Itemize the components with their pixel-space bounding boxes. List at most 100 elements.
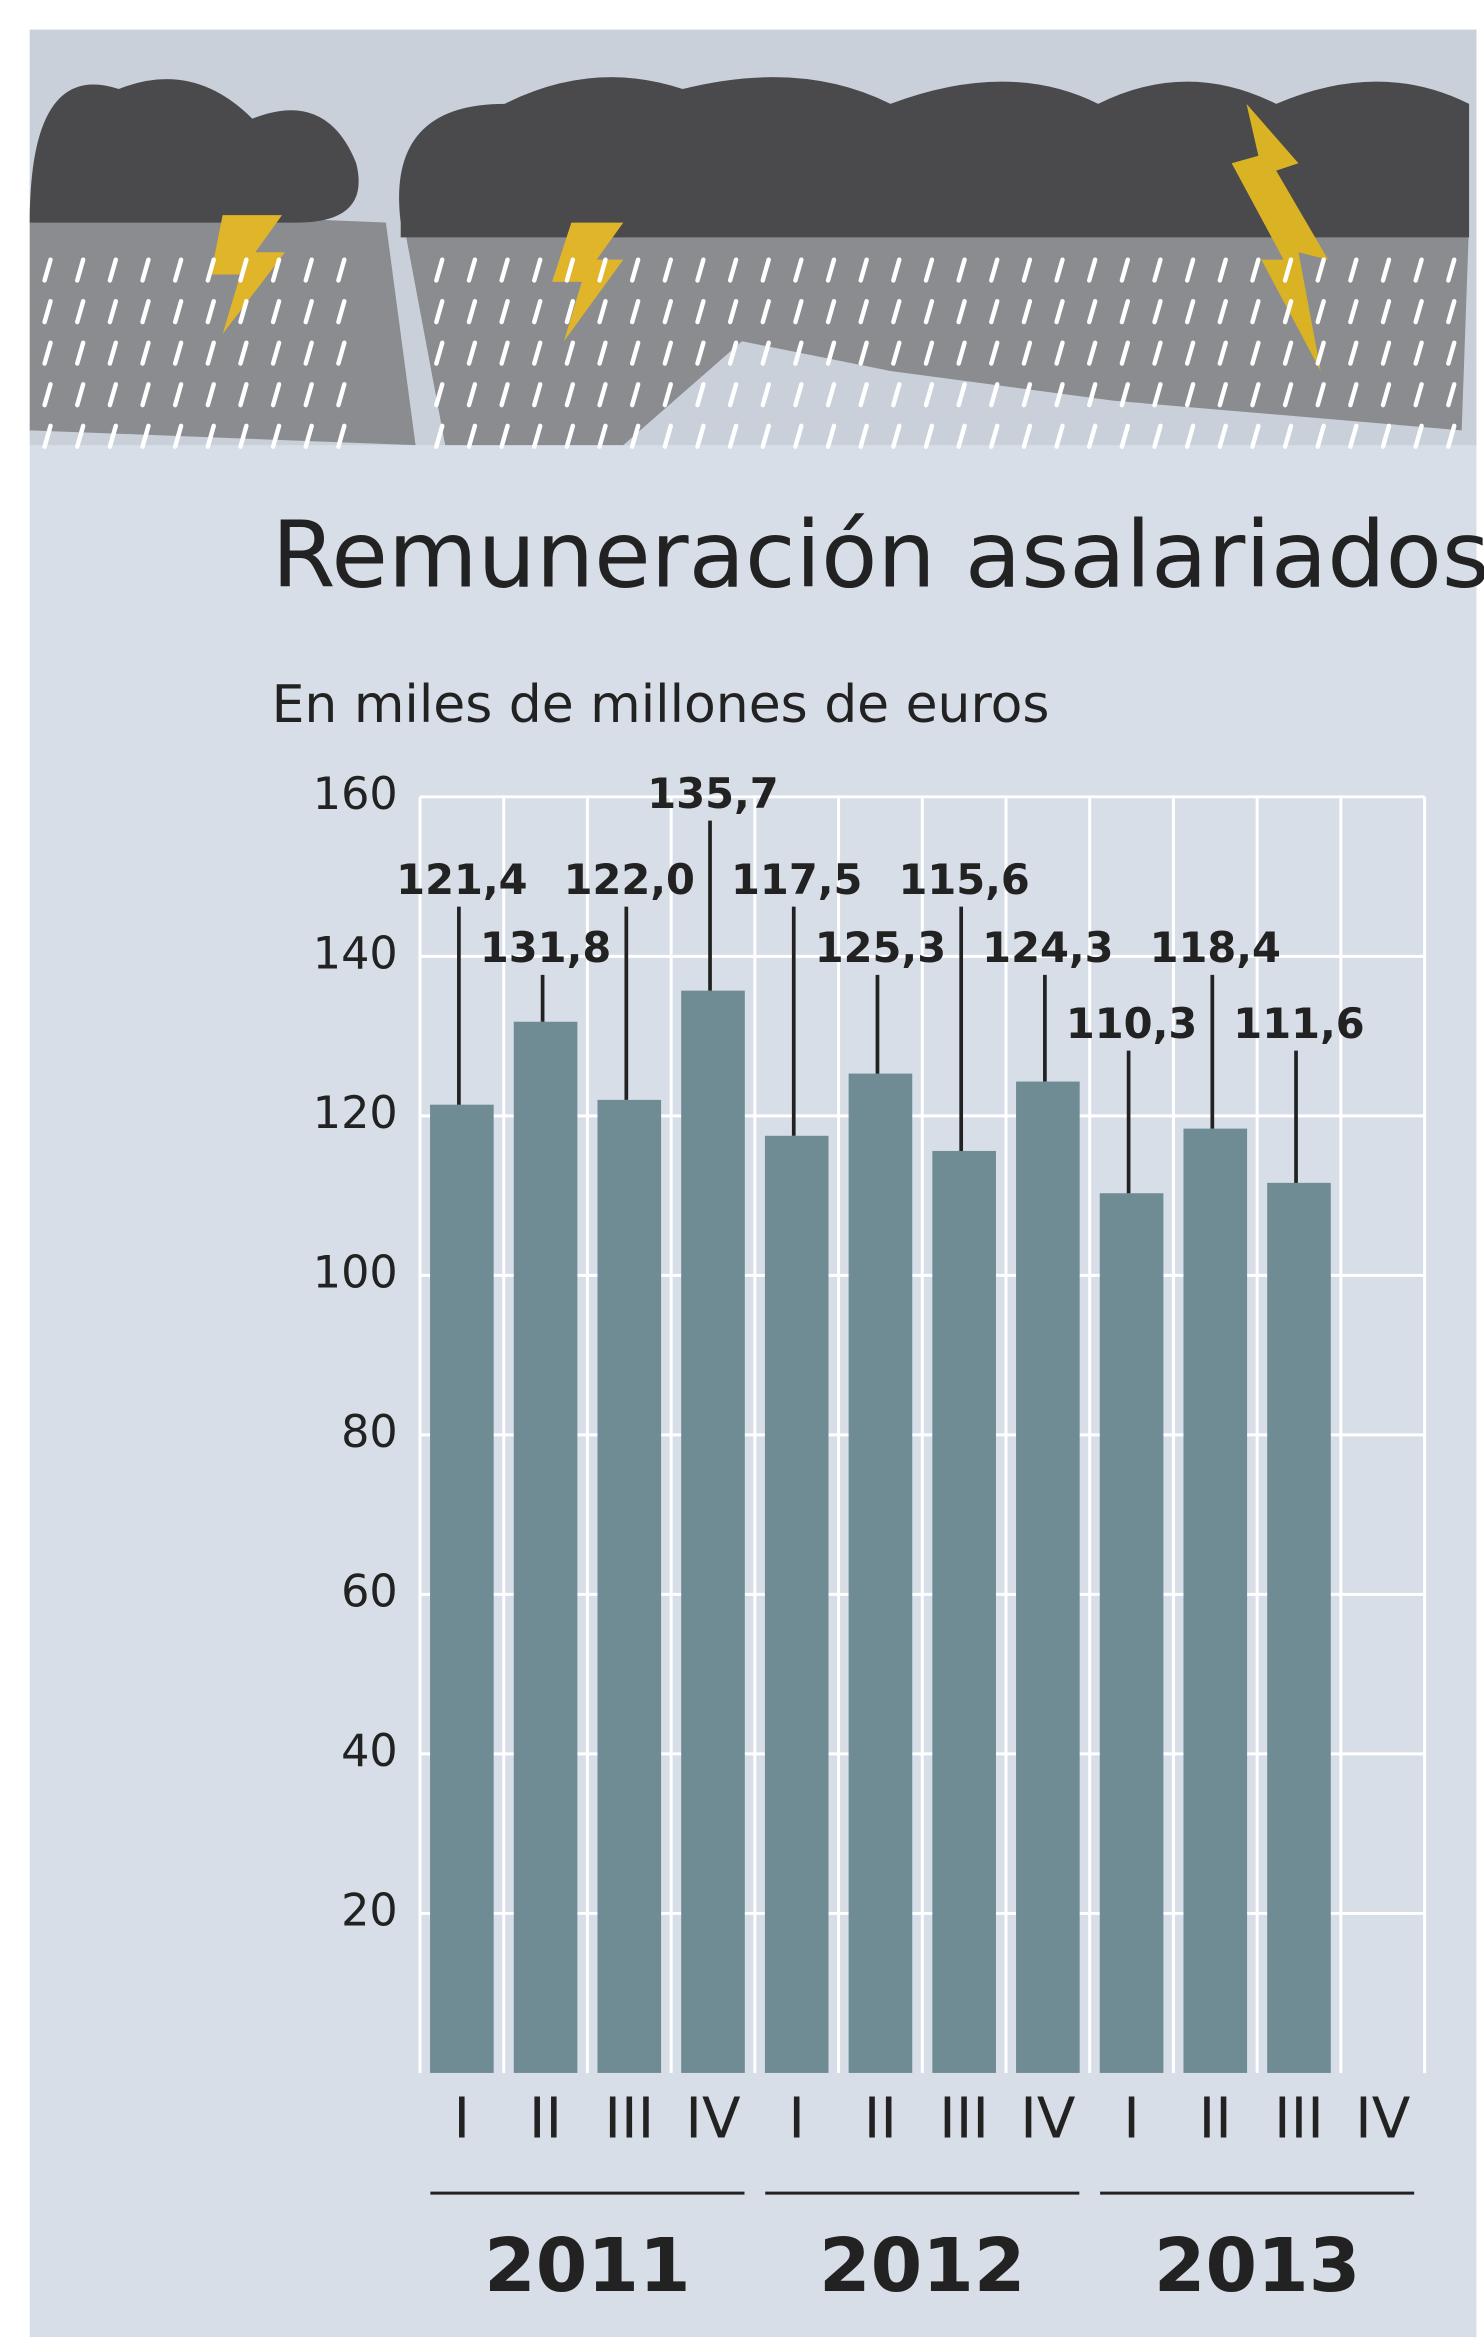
rain	[564, 382, 576, 408]
rain	[75, 423, 86, 449]
rain	[695, 423, 706, 449]
x-tick-label: IV	[685, 2087, 741, 2152]
rain	[956, 423, 967, 449]
rain	[1315, 382, 1326, 408]
rain	[1282, 298, 1294, 325]
rain	[205, 423, 216, 449]
rain	[629, 257, 641, 283]
rain	[760, 340, 771, 366]
rain	[956, 340, 967, 366]
rain	[629, 423, 641, 449]
rain	[532, 257, 543, 283]
rain	[172, 340, 184, 366]
rain	[499, 423, 510, 449]
bar	[1016, 1081, 1080, 2073]
bar	[1183, 1128, 1248, 2073]
rain	[597, 257, 608, 283]
cloud	[29, 79, 359, 223]
rain	[172, 257, 184, 283]
rain	[662, 382, 674, 408]
x-tick-label: IV	[1020, 2087, 1076, 2152]
rain	[1413, 340, 1424, 366]
rain	[140, 423, 151, 449]
rain	[434, 423, 445, 449]
rain	[1250, 340, 1261, 366]
rain	[1282, 423, 1294, 449]
rain	[466, 298, 478, 325]
rain	[891, 423, 902, 449]
rain	[1021, 340, 1033, 366]
rain	[205, 340, 216, 366]
rain	[270, 423, 282, 449]
value-label: 131,8	[480, 923, 611, 972]
rain	[1315, 340, 1326, 366]
rain	[270, 298, 282, 325]
value-label: 135,7	[647, 769, 778, 818]
bar	[932, 1150, 996, 2073]
rain	[172, 298, 184, 325]
rain	[499, 340, 510, 366]
rain	[793, 423, 804, 449]
y-tick-label: 160	[313, 769, 398, 820]
rain	[532, 382, 543, 408]
rain	[727, 257, 739, 283]
rain	[989, 257, 1000, 283]
bar	[1267, 1182, 1331, 2073]
value-label: 118,4	[1150, 923, 1281, 972]
rain	[1119, 257, 1131, 283]
rain	[1446, 298, 1457, 325]
lightning	[1231, 103, 1329, 371]
rain	[597, 423, 608, 449]
rain	[107, 257, 119, 283]
storm-header	[29, 29, 1477, 449]
rain	[597, 340, 608, 366]
rain	[793, 382, 804, 408]
x-tick-label: I	[454, 2087, 471, 2152]
rain	[1086, 423, 1098, 449]
rain	[107, 382, 119, 408]
rain	[303, 423, 314, 449]
rain	[1380, 257, 1392, 283]
rain	[205, 257, 216, 283]
rain	[532, 298, 543, 325]
rain	[956, 298, 967, 325]
rain	[532, 340, 543, 366]
rain	[1184, 423, 1196, 449]
rain	[270, 340, 282, 366]
rain	[1152, 340, 1163, 366]
rain	[1184, 257, 1196, 283]
rain	[1348, 298, 1359, 325]
rain	[1250, 423, 1261, 449]
rain	[42, 257, 53, 283]
bar	[1099, 1193, 1164, 2073]
rain	[1152, 257, 1163, 283]
rain	[336, 298, 347, 325]
year-label: 2013	[1154, 2223, 1360, 2309]
rain	[1152, 382, 1163, 408]
rain	[1086, 340, 1098, 366]
rain	[172, 382, 184, 408]
rain	[825, 382, 837, 408]
rain	[825, 257, 837, 283]
bar	[681, 990, 745, 2073]
rain	[140, 257, 151, 283]
value-label: 115,6	[898, 855, 1029, 904]
value-label: 125,3	[815, 923, 946, 972]
y-tick-label: 40	[341, 1726, 398, 1777]
rain	[858, 257, 869, 283]
rain	[1348, 382, 1359, 408]
rain	[1413, 257, 1424, 283]
rain	[858, 382, 869, 408]
x-tick-label: III	[939, 2087, 989, 2152]
x-tick-label: III	[604, 2087, 654, 2152]
rain	[140, 340, 151, 366]
rain	[1086, 382, 1098, 408]
rain	[858, 340, 869, 366]
rain	[564, 298, 576, 325]
y-tick-label: 120	[313, 1088, 398, 1139]
value-label: 124,3	[982, 923, 1113, 972]
rain	[434, 340, 445, 366]
rain	[956, 382, 967, 408]
rain	[1119, 382, 1131, 408]
